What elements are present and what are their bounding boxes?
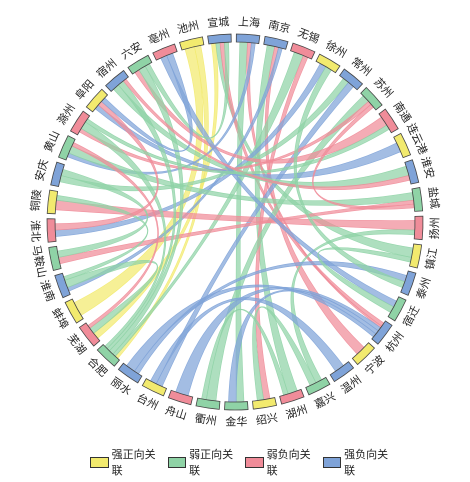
arc-6	[378, 108, 399, 134]
arc-30	[46, 218, 57, 243]
arc-33	[58, 135, 76, 161]
arc-28	[54, 272, 71, 299]
arc-29	[48, 245, 62, 272]
arc-16	[329, 361, 355, 383]
arc-22	[167, 389, 194, 406]
city-label: 淮北	[28, 220, 42, 243]
arc-0	[235, 33, 261, 45]
arc-8	[404, 159, 420, 185]
city-label: 镇江	[422, 247, 440, 271]
city-label: 安庆	[32, 158, 51, 183]
arc-1	[263, 35, 289, 50]
arc-5	[360, 86, 383, 111]
city-label: 无锡	[296, 25, 322, 46]
city-label: 上海	[238, 14, 261, 30]
city-label: 衢州	[194, 412, 218, 428]
city-label: 淮安	[418, 155, 437, 180]
city-label: 滁州	[54, 101, 78, 127]
city-label: 宣城	[207, 14, 230, 30]
legend-swatch-strong-negative	[322, 456, 342, 468]
arc-10	[413, 215, 424, 241]
city-label: 嘉兴	[312, 389, 338, 411]
arc-40	[207, 33, 232, 45]
city-label: 六安	[118, 39, 144, 62]
arc-15	[351, 342, 376, 366]
arc-12	[400, 270, 417, 296]
arc-18	[279, 388, 305, 405]
legend-label-weak-negative: 弱负向关联	[266, 448, 311, 477]
legend-label-strong-positive: 强正向关联	[111, 448, 156, 477]
arc-37	[127, 54, 153, 75]
arc-34	[69, 110, 91, 136]
city-label: 铜陵	[28, 189, 44, 212]
arc-36	[105, 69, 129, 92]
city-label: 南通	[391, 99, 414, 125]
arc-24	[117, 362, 143, 384]
legend-label-strong-negative: 强负向关联	[344, 448, 389, 477]
legend-item-weak-negative: 弱负向关联	[245, 446, 313, 478]
arc-13	[387, 296, 407, 322]
arc-2	[290, 42, 316, 60]
arc-32	[50, 161, 65, 187]
arc-23	[141, 378, 168, 397]
arc-31	[46, 189, 59, 215]
city-label: 南京	[267, 17, 292, 36]
city-label: 徐州	[323, 37, 349, 60]
arc-layer	[46, 33, 424, 411]
arc-20	[224, 401, 249, 411]
city-label: 黄山	[41, 128, 63, 154]
city-label: 绍兴	[255, 410, 279, 427]
city-label: 扬州	[427, 217, 442, 239]
legend-swatch-weak-positive	[167, 456, 187, 468]
arc-9	[411, 187, 424, 212]
arc-3	[315, 53, 341, 74]
legend-swatch-strong-positive	[90, 456, 109, 468]
legend-item-weak-positive: 弱正向关联	[167, 446, 236, 478]
arc-4	[339, 68, 364, 91]
arc-11	[409, 243, 423, 269]
city-label: 马鞍山	[29, 244, 49, 279]
arc-21	[195, 397, 221, 410]
city-label: 亳州	[146, 26, 172, 47]
arc-27	[64, 298, 84, 324]
arc-38	[152, 43, 178, 61]
city-label: 池州	[176, 19, 200, 37]
arc-17	[305, 376, 331, 396]
ribbon-layer	[54, 41, 416, 403]
arc-19	[252, 397, 278, 410]
city-label: 盐城	[426, 186, 442, 209]
arc-25	[96, 343, 121, 367]
city-label: 台州	[135, 390, 161, 412]
arc-26	[78, 322, 101, 347]
city-label: 湖州	[284, 403, 309, 422]
arc-7	[393, 132, 412, 159]
city-label: 淮南	[37, 278, 57, 303]
city-label: 金华	[225, 414, 247, 428]
legend-item-strong-positive: 强正向关联	[90, 446, 158, 478]
legend-item-strong-negative: 强负向关联	[322, 446, 391, 478]
arc-35	[85, 88, 109, 113]
arc-39	[179, 36, 205, 51]
city-label: 舟山	[164, 403, 189, 423]
legend-label-weak-positive: 弱正向关联	[189, 448, 234, 477]
arc-14	[371, 320, 393, 345]
legend-swatch-weak-negative	[245, 456, 264, 468]
city-label: 泰州	[413, 275, 434, 300]
legend: 强正向关联 弱正向关联 弱负向关联 强负向关联	[90, 448, 390, 477]
